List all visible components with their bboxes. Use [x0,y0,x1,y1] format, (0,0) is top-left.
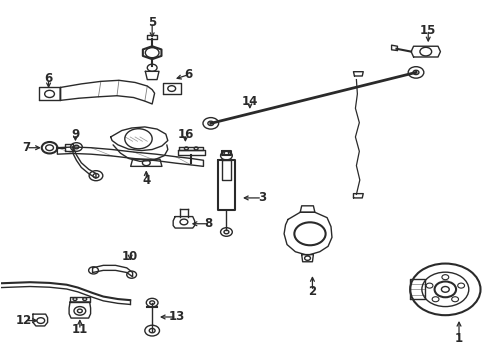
Text: 7: 7 [22,141,30,154]
Text: 14: 14 [242,95,258,108]
Text: 2: 2 [308,285,317,298]
Text: 15: 15 [420,24,437,37]
Text: 11: 11 [72,323,88,336]
Text: 16: 16 [177,127,194,141]
Text: 4: 4 [142,174,150,186]
Text: 6: 6 [45,72,53,85]
Text: 8: 8 [204,217,213,230]
Text: 12: 12 [16,314,32,327]
Text: 5: 5 [148,16,156,29]
Text: 3: 3 [258,192,266,204]
Text: 10: 10 [122,249,138,262]
Text: 9: 9 [72,127,79,141]
Text: 13: 13 [169,310,185,324]
Text: 6: 6 [185,68,193,81]
Text: 1: 1 [455,332,463,345]
